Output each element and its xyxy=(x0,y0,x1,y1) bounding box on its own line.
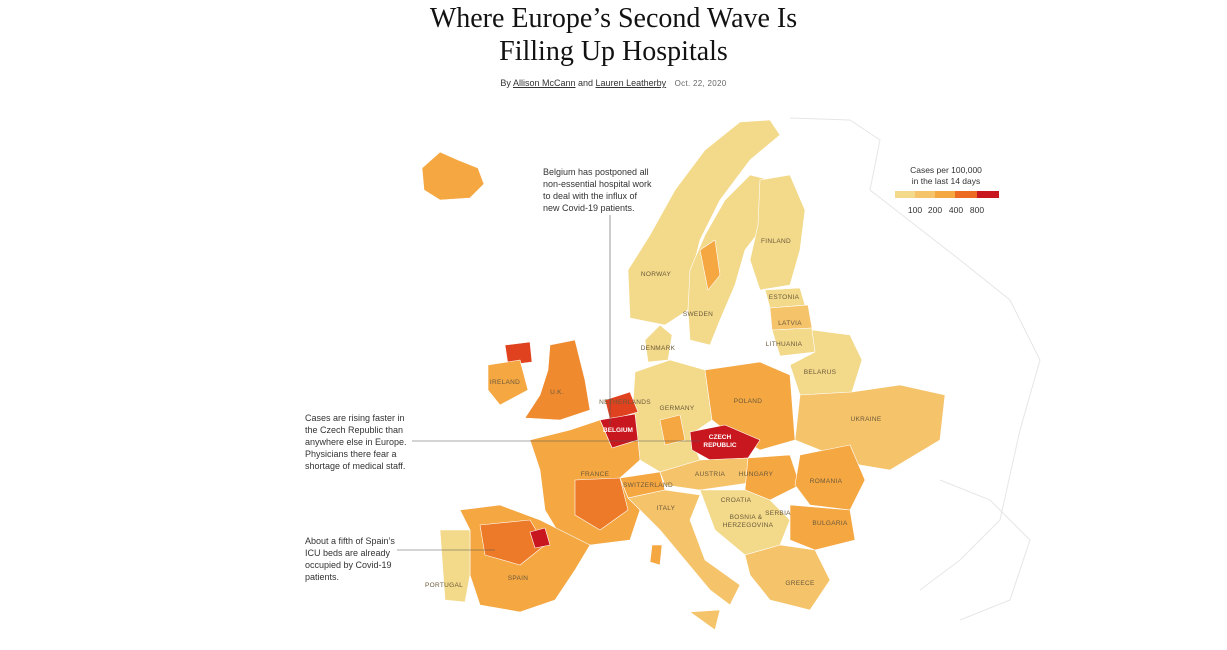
country-label: DENMARK xyxy=(641,345,676,352)
legend-label: 200 xyxy=(928,205,942,215)
country-label: BELGIUM xyxy=(603,427,633,434)
country-label: NETHERLANDS xyxy=(599,399,651,406)
legend-swatch xyxy=(977,191,999,198)
annotation: Belgium has postponed all non-essential … xyxy=(543,166,655,214)
country-label: IRELAND xyxy=(490,379,520,386)
country-label: FRANCE xyxy=(581,471,610,478)
background-land xyxy=(789,117,1041,621)
country-label: BULGARIA xyxy=(812,520,848,527)
title-line: Where Europe’s Second Wave Is xyxy=(429,3,798,34)
country-label: POLAND xyxy=(734,398,763,405)
legend-swatch xyxy=(955,191,977,198)
legend-title: in the last 14 days xyxy=(912,176,981,186)
country-label: GERMANY xyxy=(660,405,695,412)
country-label: LATVIA xyxy=(778,320,802,327)
country-label: HUNGARY xyxy=(739,471,774,478)
author-link[interactable]: Allison McCann xyxy=(512,78,576,88)
byline-conjunction: and xyxy=(578,78,594,88)
country-label: PORTUGAL xyxy=(425,582,463,589)
byline: By Allison McCann and Lauren Leatherby O… xyxy=(0,78,1227,88)
byline-prefix: By xyxy=(500,78,511,88)
title-line: Filling Up Hospitals xyxy=(499,36,728,67)
legend-scale xyxy=(895,191,999,198)
country-label: REPUBLIC xyxy=(703,442,737,449)
country-label: SWEDEN xyxy=(683,311,713,318)
legend-swatch xyxy=(915,191,935,198)
country-label: FINLAND xyxy=(761,238,791,245)
annotation: Cases are rising faster in the Czech Rep… xyxy=(305,413,407,471)
country-label: AUSTRIA xyxy=(695,471,726,478)
country-label: NORWAY xyxy=(641,271,672,278)
country-label: ROMANIA xyxy=(810,478,843,485)
country-label: GREECE xyxy=(785,580,815,587)
country-label: CROATIA xyxy=(721,497,752,504)
country-label: BOSNIA & xyxy=(730,514,763,521)
legend-swatch xyxy=(935,191,955,198)
author-link[interactable]: Lauren Leatherby xyxy=(595,78,667,88)
country-label: CZECH xyxy=(709,434,732,441)
country-label: LITHUANIA xyxy=(766,341,803,348)
legend-label: 100 xyxy=(908,205,922,215)
legend-label: 800 xyxy=(970,205,984,215)
country-label: SERBIA xyxy=(765,510,791,517)
country-label: U.K. xyxy=(550,389,564,396)
country-label: UKRAINE xyxy=(851,416,882,423)
country-label: SWITZERLAND xyxy=(623,482,673,489)
country-label: BELARUS xyxy=(804,369,837,376)
annotation: About a fifth of Spain’s ICU beds are al… xyxy=(305,536,395,582)
legend-label: 400 xyxy=(949,205,963,215)
legend-swatch xyxy=(895,191,915,198)
country-label: ITALY xyxy=(657,505,676,512)
countries xyxy=(421,119,946,631)
country-label: SPAIN xyxy=(508,575,529,582)
legend-title: Cases per 100,000 xyxy=(910,165,982,175)
date: Oct. 22, 2020 xyxy=(674,79,727,88)
country-label: HERZEGOVINA xyxy=(723,522,774,529)
country-label: ESTONIA xyxy=(769,294,800,301)
